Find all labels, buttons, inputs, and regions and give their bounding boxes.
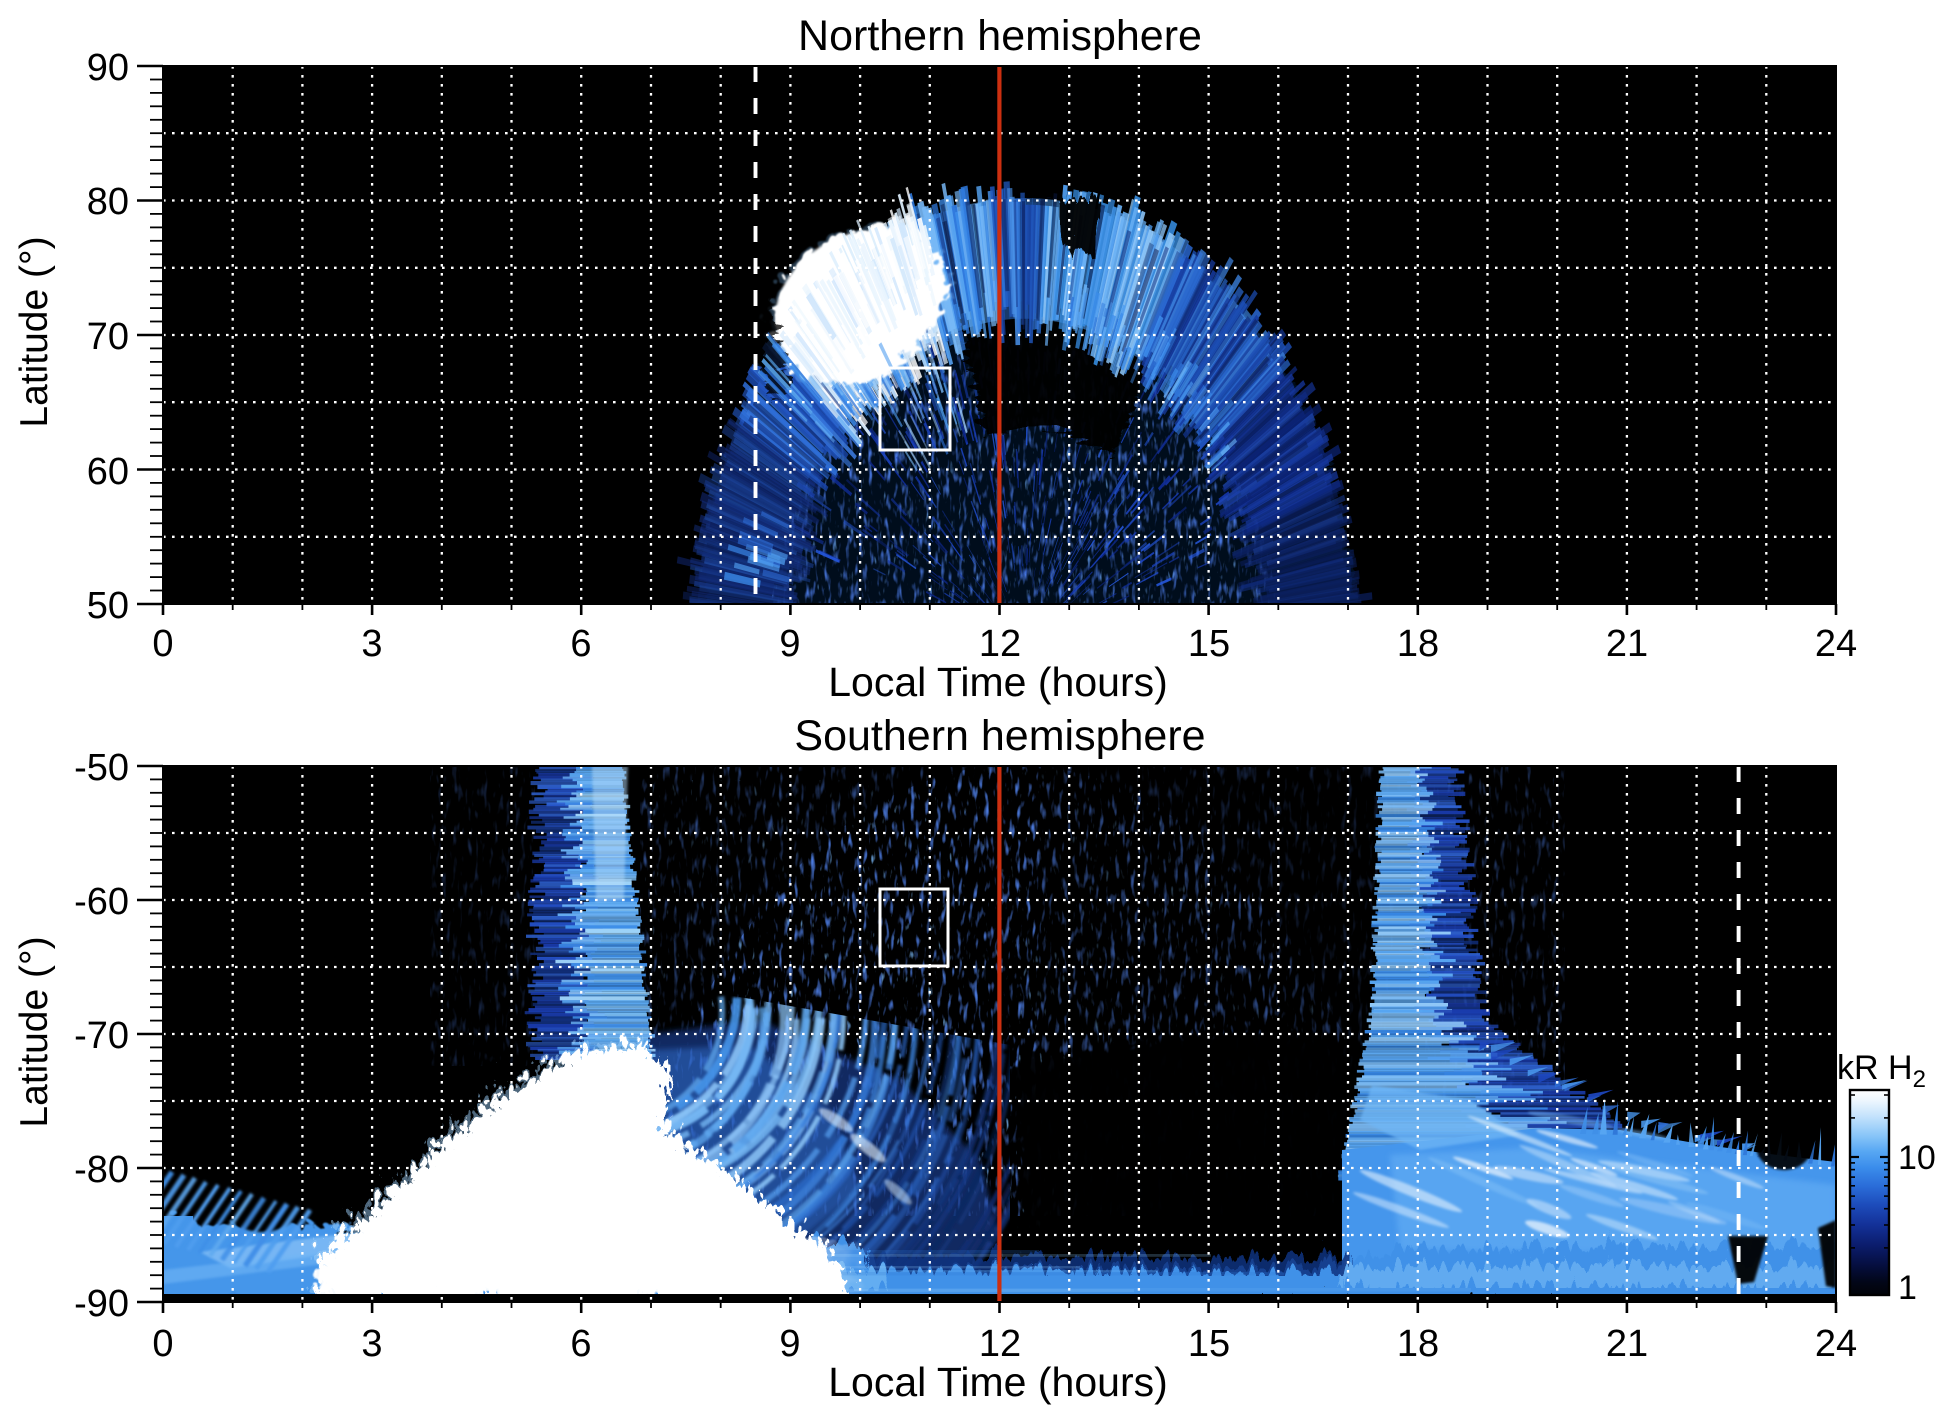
svg-text:Latitude (°): Latitude (°): [13, 936, 56, 1127]
svg-text:Southern hemisphere: Southern hemisphere: [794, 712, 1205, 760]
svg-text:9: 9: [779, 623, 800, 665]
svg-text:-50: -50: [74, 747, 129, 789]
svg-text:6: 6: [570, 1323, 591, 1365]
svg-text:18: 18: [1397, 1323, 1439, 1365]
svg-text:50: 50: [87, 585, 129, 627]
svg-text:Northern hemisphere: Northern hemisphere: [798, 12, 1202, 60]
svg-text:0: 0: [152, 1323, 173, 1365]
svg-text:9: 9: [779, 1323, 800, 1365]
svg-text:24: 24: [1815, 623, 1857, 665]
svg-text:12: 12: [979, 1323, 1021, 1365]
svg-text:6: 6: [570, 623, 591, 665]
svg-text:80: 80: [87, 181, 129, 223]
svg-text:-90: -90: [74, 1283, 129, 1325]
svg-text:18: 18: [1397, 623, 1439, 665]
svg-text:15: 15: [1188, 623, 1230, 665]
svg-text:12: 12: [979, 623, 1021, 665]
svg-text:21: 21: [1606, 623, 1648, 665]
svg-text:21: 21: [1606, 1323, 1648, 1365]
svg-text:3: 3: [361, 623, 382, 665]
svg-text:kR H2: kR H2: [1837, 1049, 1926, 1093]
svg-text:3: 3: [361, 1323, 382, 1365]
svg-text:0: 0: [152, 623, 173, 665]
svg-text:Latitude (°): Latitude (°): [13, 236, 56, 427]
svg-text:24: 24: [1815, 1323, 1857, 1365]
svg-text:-80: -80: [74, 1149, 129, 1191]
svg-text:10: 10: [1898, 1139, 1936, 1177]
svg-text:70: 70: [87, 316, 129, 358]
svg-text:-60: -60: [74, 881, 129, 923]
svg-text:Local Time (hours): Local Time (hours): [828, 659, 1168, 705]
svg-text:15: 15: [1188, 1323, 1230, 1365]
svg-text:60: 60: [87, 451, 129, 493]
svg-text:90: 90: [87, 47, 129, 89]
svg-text:Local Time (hours): Local Time (hours): [828, 1359, 1168, 1405]
svg-text:-70: -70: [74, 1015, 129, 1057]
svg-text:1: 1: [1898, 1269, 1917, 1307]
